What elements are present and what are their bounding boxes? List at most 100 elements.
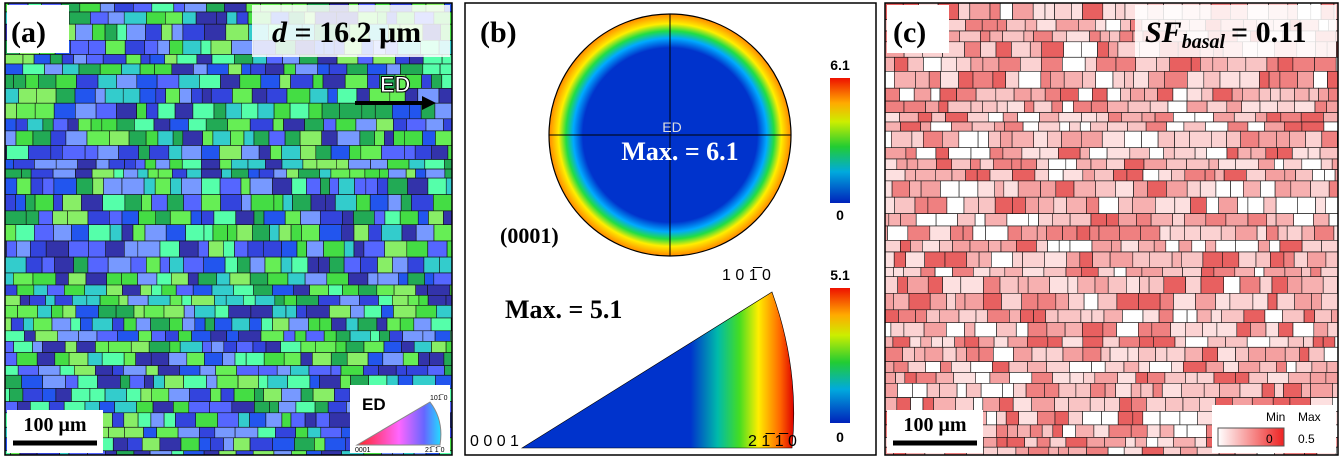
grain [362,103,375,119]
grain [1063,425,1076,438]
grain [1113,71,1125,88]
grain [1050,71,1064,88]
grain [1201,277,1224,294]
panel-label: (a) [11,16,46,49]
grain [1195,437,1207,447]
grain [228,119,251,131]
grain [1268,293,1277,310]
grain [997,20,1006,31]
grain [1296,170,1313,181]
grain [990,148,1003,159]
grain [411,195,433,211]
grain [892,181,910,197]
grain [360,131,375,146]
grain [280,75,291,89]
grain [3,331,25,342]
grain [423,64,440,75]
grain [14,160,35,170]
grain [1192,240,1206,252]
grain [43,119,53,131]
grain [265,64,284,75]
grain [1156,347,1167,361]
grain [894,267,904,276]
grain [116,305,134,318]
grain [115,402,137,413]
grain [380,331,390,342]
grain [151,318,170,331]
grain [1265,347,1285,361]
grain [1103,3,1116,20]
grain [953,267,974,276]
grain [921,337,932,347]
grain [193,64,207,75]
grain [134,119,154,131]
grain [1267,57,1278,71]
grain [129,131,146,146]
symbol: SF [1145,16,1182,49]
grain [423,331,435,342]
grain [74,55,87,65]
grain [125,195,142,211]
grain [404,131,422,146]
grain [23,55,34,65]
grain [307,241,324,257]
grain [69,353,88,366]
grain [1158,437,1174,447]
plane-label: (0001) [500,223,559,248]
grain [419,353,430,366]
grain [1035,170,1049,181]
grain [1101,347,1110,361]
grain [931,88,940,101]
grain [343,285,359,295]
grain [56,273,69,285]
grain [1070,214,1091,226]
grain [959,131,978,148]
grain [34,285,48,295]
grain [184,195,202,211]
grain [1287,277,1302,294]
grain [264,211,285,225]
grain [1226,214,1248,226]
grain [330,178,339,195]
grain [384,341,401,352]
grain [1125,131,1142,148]
grain [107,273,122,285]
grain [1264,267,1285,276]
grain [231,160,248,170]
grain [234,388,255,401]
grain [910,240,922,252]
grain [182,318,194,331]
grain [1005,267,1023,276]
grain [951,226,964,240]
grain [180,366,201,376]
grain [275,295,284,305]
grain [1165,372,1186,383]
scale-label: 100 μm [904,414,967,436]
grain [1195,113,1214,122]
grain [1125,71,1134,88]
grain [1328,71,1342,88]
grain [217,273,231,285]
grain [126,55,141,65]
grain [42,257,54,273]
grain [385,241,407,257]
grain [201,40,211,54]
grain [1038,293,1056,310]
grain [1077,226,1090,240]
grain [148,295,170,305]
grain [109,341,132,352]
grain [296,402,315,413]
grain [1121,88,1131,101]
grain [254,131,269,146]
grain [1175,131,1190,148]
corner-label: 1 0 1̅ 0 [722,266,771,284]
grain [1284,122,1302,131]
grain [158,366,179,376]
grain [87,131,110,146]
grain [202,211,214,225]
grain [320,169,331,178]
grain [290,366,309,376]
grain [89,40,106,54]
grain [1180,411,1198,425]
grain [317,160,336,170]
